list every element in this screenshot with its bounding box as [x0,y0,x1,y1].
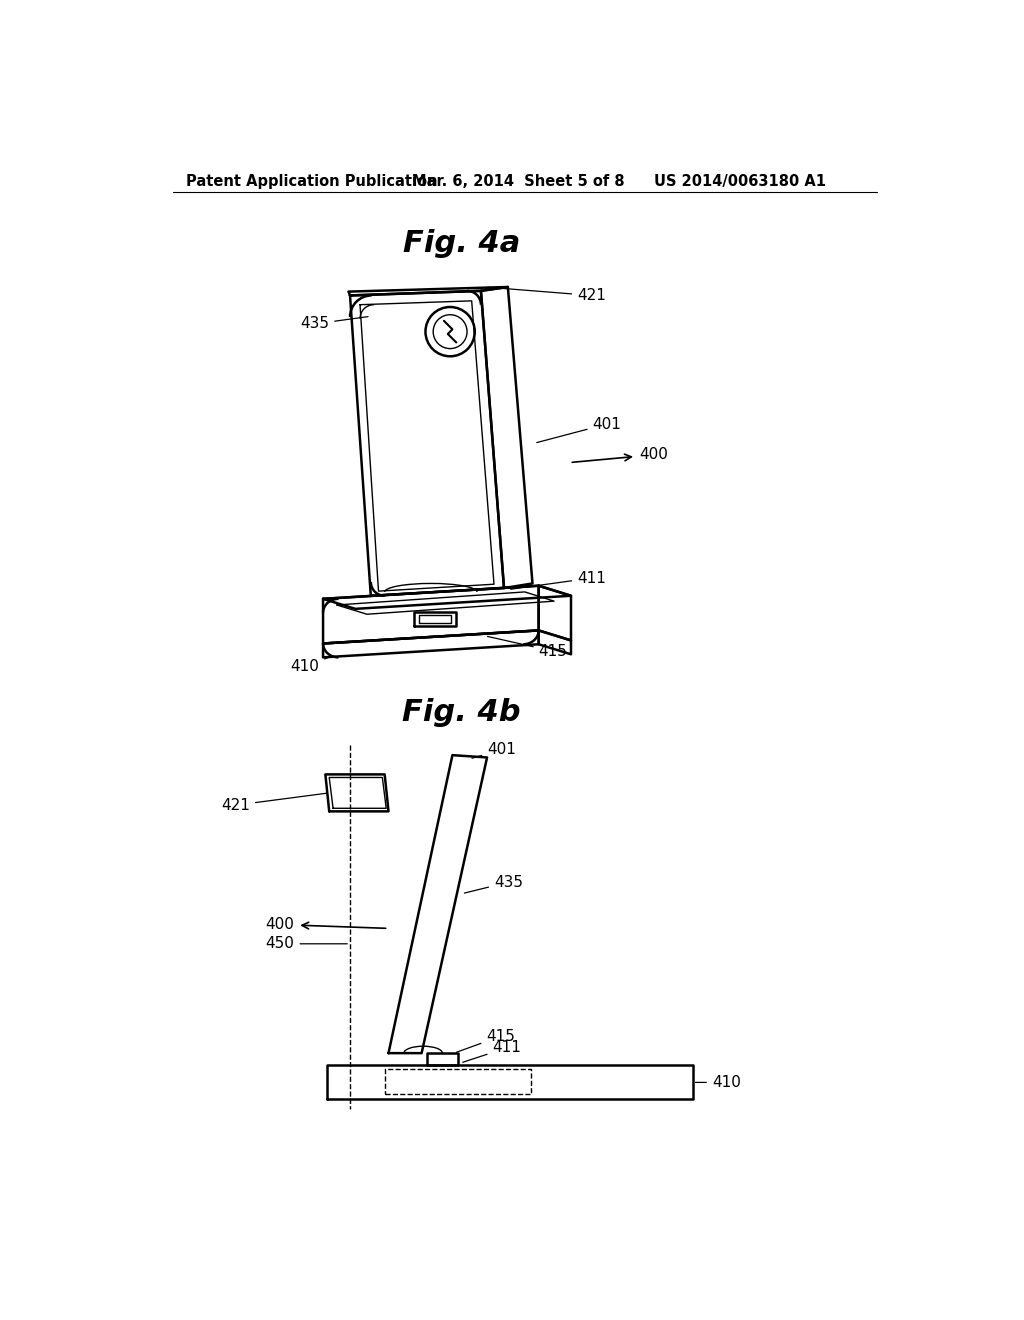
Text: 401: 401 [537,417,622,442]
Text: Mar. 6, 2014  Sheet 5 of 8: Mar. 6, 2014 Sheet 5 of 8 [412,174,625,189]
Text: 400: 400 [265,917,386,932]
Text: 421: 421 [221,793,327,813]
Text: 435: 435 [464,875,523,894]
Text: Patent Application Publication: Patent Application Publication [186,174,437,189]
Text: 400: 400 [572,447,668,462]
Text: 415: 415 [487,636,567,659]
Text: 435: 435 [300,317,368,331]
Text: US 2014/0063180 A1: US 2014/0063180 A1 [654,174,826,189]
Text: 410: 410 [291,656,332,675]
Text: 450: 450 [265,936,347,952]
Text: Fig. 4a: Fig. 4a [403,228,520,257]
Text: 401: 401 [472,742,516,758]
Text: 421: 421 [487,288,606,304]
Text: 411: 411 [511,570,606,589]
Text: 410: 410 [695,1074,740,1090]
Text: 415: 415 [457,1028,515,1052]
Text: 411: 411 [463,1040,521,1063]
Text: Fig. 4b: Fig. 4b [402,698,521,727]
